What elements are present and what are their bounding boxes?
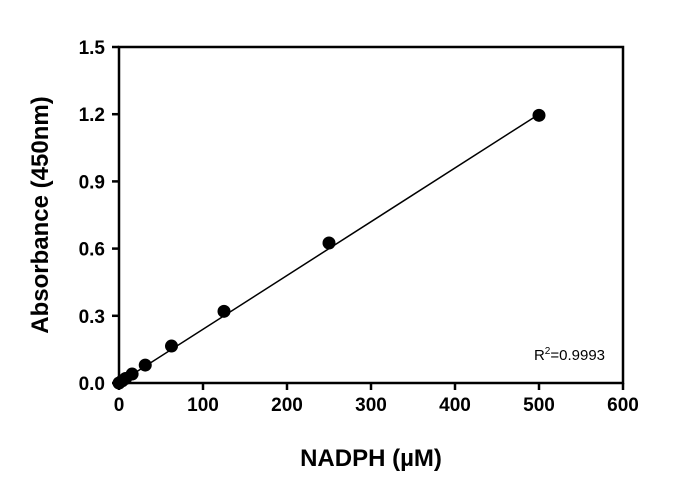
y-axis-title: Absorbance (450nm): [27, 96, 54, 333]
data-point: [322, 236, 336, 250]
y-tick-label: 0.9: [79, 172, 105, 193]
r-squared-base: R: [534, 347, 545, 364]
x-tick-label: 500: [523, 395, 555, 416]
y-tick-label: 0.3: [79, 307, 105, 328]
r-squared-value: =0.9993: [550, 347, 605, 364]
y-tick-label: 0.6: [79, 240, 105, 261]
plot-frame: [117, 45, 625, 385]
y-tick-label: 0.0: [79, 374, 105, 395]
data-point: [138, 358, 152, 372]
y-tick-label: 1.2: [79, 105, 105, 126]
data-point: [532, 108, 546, 122]
ticks-layer: 0 100 200 300 400 500 600 0.0 0.3 0.6 0.9 1.2 1.5: [79, 38, 639, 416]
data-point: [165, 339, 178, 353]
r-squared-annotation: R2=0.9993: [534, 346, 605, 364]
x-tick-label: 400: [439, 395, 471, 416]
x-tick-label: 300: [355, 395, 387, 416]
x-tick-label: 0: [114, 395, 125, 416]
x-axis-title: NADPH (µM): [300, 445, 442, 472]
r-squared-superscript: 2: [545, 346, 551, 357]
y-tick-label: 1.5: [79, 38, 106, 59]
data-point: [125, 367, 139, 381]
x-tick-label: 100: [187, 395, 219, 416]
data-point: [217, 304, 231, 318]
x-tick-label: 600: [607, 395, 639, 416]
x-tick-label: 200: [271, 395, 303, 416]
